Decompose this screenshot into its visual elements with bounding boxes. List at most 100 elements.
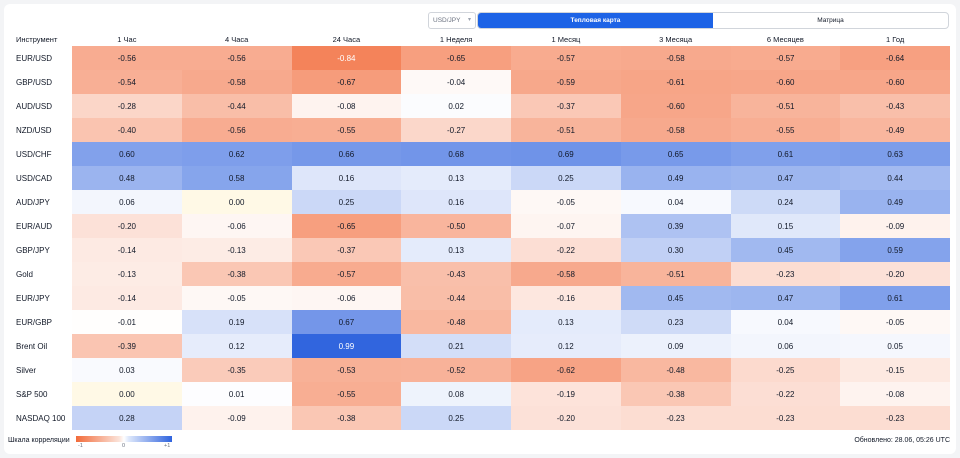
heatmap-cell[interactable]: -0.27 <box>401 118 511 142</box>
heatmap-cell[interactable]: -0.60 <box>730 70 841 94</box>
heatmap-cell[interactable]: 0.04 <box>730 310 841 334</box>
heatmap-cell[interactable]: -0.65 <box>291 214 402 238</box>
heatmap-cell[interactable]: 0.00 <box>72 382 182 406</box>
heatmap-cell[interactable]: -0.58 <box>620 46 731 70</box>
heatmap-cell[interactable]: -0.15 <box>840 358 950 382</box>
heatmap-cell[interactable]: -0.56 <box>181 46 292 70</box>
heatmap-cell[interactable]: -0.56 <box>72 46 182 70</box>
heatmap-cell[interactable]: 0.00 <box>181 190 292 214</box>
heatmap-cell[interactable]: -0.23 <box>730 406 841 430</box>
heatmap-cell[interactable]: -0.38 <box>291 406 402 430</box>
heatmap-cell[interactable]: -0.58 <box>181 70 292 94</box>
heatmap-cell[interactable]: -0.48 <box>401 310 511 334</box>
heatmap-cell[interactable]: 0.06 <box>72 190 182 214</box>
heatmap-cell[interactable]: -0.61 <box>620 70 731 94</box>
heatmap-cell[interactable]: -0.06 <box>291 286 402 310</box>
heatmap-cell[interactable]: -0.22 <box>511 238 621 262</box>
heatmap-cell[interactable]: 0.25 <box>291 190 402 214</box>
heatmap-cell[interactable]: 0.13 <box>401 238 511 262</box>
heatmap-cell[interactable]: -0.62 <box>511 358 621 382</box>
heatmap-cell[interactable]: 0.03 <box>72 358 182 382</box>
heatmap-cell[interactable]: -0.23 <box>840 406 950 430</box>
heatmap-cell[interactable]: -0.13 <box>72 262 182 286</box>
heatmap-cell[interactable]: -0.56 <box>181 118 292 142</box>
heatmap-cell[interactable]: 0.02 <box>401 94 511 118</box>
heatmap-cell[interactable]: -0.67 <box>291 70 402 94</box>
heatmap-cell[interactable]: -0.55 <box>291 118 402 142</box>
heatmap-cell[interactable]: -0.05 <box>181 286 292 310</box>
heatmap-cell[interactable]: -0.38 <box>620 382 731 406</box>
heatmap-cell[interactable]: 0.23 <box>620 310 731 334</box>
heatmap-cell[interactable]: 0.16 <box>401 190 511 214</box>
heatmap-cell[interactable]: 0.67 <box>291 310 402 334</box>
tab-matrix[interactable]: Матрица <box>817 17 844 24</box>
heatmap-cell[interactable]: 0.39 <box>620 214 731 238</box>
heatmap-cell[interactable]: -0.51 <box>511 118 621 142</box>
heatmap-cell[interactable]: 0.49 <box>620 166 731 190</box>
heatmap-cell[interactable]: 0.21 <box>401 334 511 358</box>
heatmap-cell[interactable]: -0.43 <box>840 94 950 118</box>
heatmap-cell[interactable]: 0.24 <box>730 190 841 214</box>
heatmap-cell[interactable]: -0.05 <box>511 190 621 214</box>
heatmap-cell[interactable]: 0.69 <box>511 142 621 166</box>
heatmap-cell[interactable]: 0.99 <box>291 334 402 358</box>
heatmap-cell[interactable]: -0.20 <box>511 406 621 430</box>
heatmap-cell[interactable]: -0.06 <box>181 214 292 238</box>
heatmap-cell[interactable]: -0.01 <box>72 310 182 334</box>
heatmap-cell[interactable]: -0.55 <box>291 382 402 406</box>
heatmap-cell[interactable]: 0.65 <box>620 142 731 166</box>
heatmap-cell[interactable]: 0.05 <box>840 334 950 358</box>
heatmap-cell[interactable]: 0.68 <box>401 142 511 166</box>
heatmap-cell[interactable]: -0.35 <box>181 358 292 382</box>
heatmap-cell[interactable]: 0.01 <box>181 382 292 406</box>
heatmap-cell[interactable]: -0.14 <box>72 238 182 262</box>
heatmap-cell[interactable]: 0.12 <box>511 334 621 358</box>
heatmap-cell[interactable]: 0.09 <box>620 334 731 358</box>
heatmap-cell[interactable]: -0.39 <box>72 334 182 358</box>
heatmap-cell[interactable]: -0.38 <box>181 262 292 286</box>
heatmap-cell[interactable]: -0.20 <box>72 214 182 238</box>
heatmap-cell[interactable]: -0.53 <box>291 358 402 382</box>
heatmap-cell[interactable]: -0.64 <box>840 46 950 70</box>
heatmap-cell[interactable]: -0.23 <box>620 406 731 430</box>
heatmap-cell[interactable]: 0.19 <box>181 310 292 334</box>
heatmap-cell[interactable]: -0.37 <box>291 238 402 262</box>
heatmap-cell[interactable]: -0.28 <box>72 94 182 118</box>
heatmap-cell[interactable]: -0.14 <box>72 286 182 310</box>
heatmap-cell[interactable]: -0.08 <box>291 94 402 118</box>
heatmap-cell[interactable]: 0.13 <box>401 166 511 190</box>
heatmap-cell[interactable]: -0.54 <box>72 70 182 94</box>
heatmap-cell[interactable]: -0.51 <box>620 262 731 286</box>
heatmap-cell[interactable]: -0.50 <box>401 214 511 238</box>
heatmap-cell[interactable]: 0.25 <box>401 406 511 430</box>
heatmap-cell[interactable]: -0.58 <box>511 262 621 286</box>
heatmap-cell[interactable]: -0.13 <box>181 238 292 262</box>
heatmap-cell[interactable]: 0.16 <box>291 166 402 190</box>
heatmap-cell[interactable]: 0.13 <box>511 310 621 334</box>
heatmap-cell[interactable]: -0.20 <box>840 262 950 286</box>
heatmap-cell[interactable]: 0.60 <box>72 142 182 166</box>
heatmap-cell[interactable]: -0.60 <box>840 70 950 94</box>
heatmap-cell[interactable]: -0.25 <box>730 358 841 382</box>
heatmap-cell[interactable]: 0.25 <box>511 166 621 190</box>
heatmap-cell[interactable]: 0.62 <box>181 142 292 166</box>
heatmap-cell[interactable]: -0.05 <box>840 310 950 334</box>
heatmap-cell[interactable]: -0.40 <box>72 118 182 142</box>
heatmap-cell[interactable]: -0.51 <box>730 94 841 118</box>
heatmap-cell[interactable]: 0.04 <box>620 190 731 214</box>
heatmap-cell[interactable]: 0.61 <box>840 286 950 310</box>
heatmap-cell[interactable]: 0.30 <box>620 238 731 262</box>
heatmap-cell[interactable]: -0.57 <box>291 262 402 286</box>
heatmap-cell[interactable]: -0.04 <box>401 70 511 94</box>
heatmap-cell[interactable]: -0.16 <box>511 286 621 310</box>
heatmap-cell[interactable]: 0.48 <box>72 166 182 190</box>
heatmap-cell[interactable]: 0.45 <box>620 286 731 310</box>
heatmap-cell[interactable]: -0.23 <box>730 262 841 286</box>
heatmap-cell[interactable]: 0.63 <box>840 142 950 166</box>
heatmap-cell[interactable]: 0.47 <box>730 286 841 310</box>
heatmap-cell[interactable]: 0.15 <box>730 214 841 238</box>
heatmap-cell[interactable]: -0.65 <box>401 46 511 70</box>
heatmap-cell[interactable]: -0.52 <box>401 358 511 382</box>
heatmap-cell[interactable]: -0.59 <box>511 70 621 94</box>
heatmap-cell[interactable]: -0.58 <box>620 118 731 142</box>
